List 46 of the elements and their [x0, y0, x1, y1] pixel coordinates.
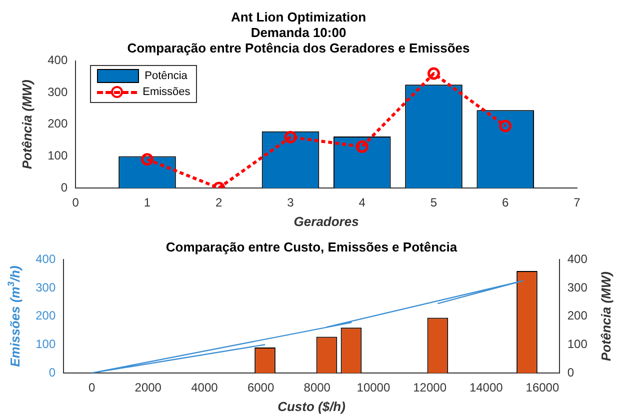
x-axis-title: Custo ($/h) — [278, 398, 346, 414]
y-tick-label: 200 — [36, 308, 56, 323]
y-tick-label: 300 — [36, 280, 56, 294]
x-axis-title: Geradores — [294, 214, 359, 229]
x-tick-label: 12000 — [413, 380, 447, 395]
x-tick-label: 14000 — [469, 380, 504, 395]
y2-tick-label: 100 — [567, 336, 588, 351]
y-tick-label: 0 — [60, 180, 68, 194]
x-tick-label: 6 — [502, 196, 510, 210]
x-tick-label: 2 — [216, 196, 223, 210]
y-tick-label: 0 — [48, 365, 56, 380]
x-tick-label: 10000 — [356, 380, 390, 395]
x-tick-label: 4000 — [191, 380, 218, 395]
y2-axis-title: Potência (MW) — [598, 272, 614, 362]
y-tick-label: 100 — [36, 336, 56, 351]
point — [428, 67, 440, 80]
y-tick-label: 400 — [36, 252, 56, 266]
point — [499, 120, 512, 132]
legend-label: Emissões — [142, 86, 190, 98]
y-axis-title: Emissões (m3/h) — [6, 266, 23, 367]
y-tick-label: 400 — [48, 53, 68, 68]
x-tick-label: 4 — [358, 196, 366, 210]
x-tick-label: 0 — [88, 380, 96, 395]
y-axis-title: Potência (MW) — [20, 80, 35, 170]
point — [284, 130, 297, 144]
y-tick-label: 300 — [48, 84, 68, 99]
x-tick-label: 5 — [430, 196, 438, 210]
chart-title: Comparação entre Custo, Emissões e Potência — [166, 239, 458, 254]
chart-title: Ant Lion Optimization Demanda 10:00 Comparação entre Potência dos Geradores e Emissões — [127, 9, 470, 56]
y2-tick-label: 400 — [567, 252, 588, 266]
y2-tick-label: 300 — [567, 280, 588, 294]
y-tick-label: 200 — [48, 116, 68, 131]
x-tick-label: 0 — [72, 196, 80, 210]
x-tick-label: 6000 — [247, 380, 274, 395]
x-tick-label: 1 — [144, 196, 151, 210]
y2-tick-label: 200 — [567, 308, 588, 323]
y2-tick-label: 0 — [567, 365, 574, 380]
point — [356, 140, 368, 153]
x-tick-label: 16000 — [526, 380, 560, 395]
x-tick-label: 2000 — [134, 380, 162, 395]
x-tick-label: 3 — [287, 196, 294, 210]
x-tick-label: 8000 — [304, 380, 331, 395]
x-tick-label: 7 — [574, 196, 581, 210]
y-tick-label: 100 — [48, 148, 68, 163]
legend-label: Potência — [144, 70, 188, 82]
point — [140, 153, 154, 166]
